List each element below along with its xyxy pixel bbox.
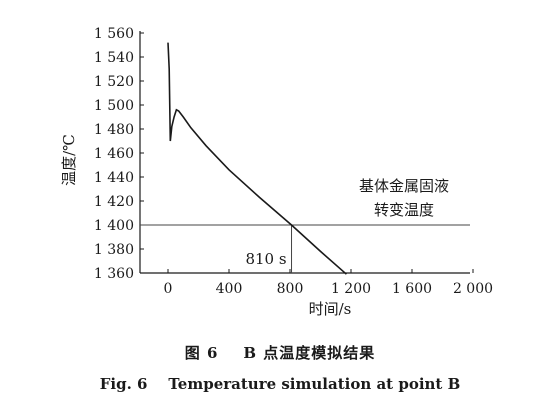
y-ticks: 1 360 1 380 1 400 1 420 1 440 1 460 1 480 1 500… xyxy=(94,26,144,282)
figure-title-en: Temperature simulation at point B xyxy=(168,375,461,393)
figure-caption-cn: 图 6 B 点温度模拟结果 xyxy=(0,342,560,363)
x-ticks: 0 400 800 1 200 1 600 2 000 xyxy=(164,269,493,297)
x-tick-label: 1 600 xyxy=(392,281,432,297)
y-tick-label: 1 520 xyxy=(94,74,134,90)
transition-label-line2: 转变温度 xyxy=(374,201,434,219)
y-tick-label: 1 380 xyxy=(94,242,134,258)
y-tick-label: 1 420 xyxy=(94,194,134,210)
x-tick-label: 1 200 xyxy=(331,281,371,297)
figure-caption-en: Fig. 6 Temperature simulation at point B xyxy=(0,375,560,393)
y-tick-label: 1 400 xyxy=(94,218,134,234)
y-tick-label: 1 360 xyxy=(94,266,134,282)
x-tick-label: 800 xyxy=(277,281,304,297)
figure-title-cn: B 点温度模拟结果 xyxy=(243,344,376,362)
y-tick-label: 1 560 xyxy=(94,26,134,42)
temperature-chart: 1 360 1 380 1 400 1 420 1 440 1 460 1 480 1 500… xyxy=(60,26,493,318)
axes xyxy=(139,31,470,274)
temperature-curve xyxy=(167,42,347,275)
x-tick-label: 400 xyxy=(216,281,243,297)
figure-number-en: Fig. 6 xyxy=(99,375,148,393)
y-tick-label: 1 440 xyxy=(94,170,134,186)
x-tick-label: 2 000 xyxy=(453,281,493,297)
y-axis-title: 温度/℃ xyxy=(60,134,78,186)
y-tick-label: 1 540 xyxy=(94,50,134,66)
y-tick-label: 1 460 xyxy=(94,146,134,162)
x-axis-title: 时间/s xyxy=(309,300,352,318)
figure-number-cn: 图 6 xyxy=(184,344,219,362)
y-tick-label: 1 480 xyxy=(94,122,134,138)
time-marker-label: 810 s xyxy=(245,250,286,268)
x-tick-label: 0 xyxy=(164,281,173,297)
transition-label-line1: 基体金属固液 xyxy=(359,177,449,195)
y-tick-label: 1 500 xyxy=(94,98,134,114)
